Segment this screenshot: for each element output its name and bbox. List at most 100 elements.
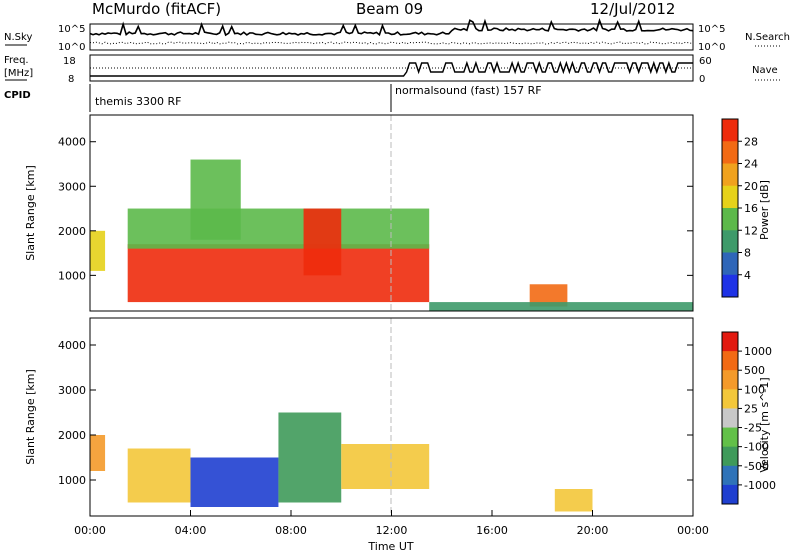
colorbar-tick-label: -100 xyxy=(744,441,769,454)
colorbar-tick-label: 24 xyxy=(744,158,758,171)
colorbar-swatch xyxy=(722,208,738,231)
x-tick-label: 04:00 xyxy=(175,524,207,537)
colorbar-tick-label: 8 xyxy=(744,247,751,260)
power-echo-region-7 xyxy=(429,302,693,311)
colorbar-swatch xyxy=(722,389,738,409)
nave-label: Nave xyxy=(752,65,778,76)
colorbar-tick-label: 25 xyxy=(744,402,758,415)
cpid-segment-2: normalsound (fast) 157 RF xyxy=(395,84,542,97)
velocity-yticks: 1000 2000 3000 4000 xyxy=(58,339,693,487)
colorbar-swatch xyxy=(722,332,738,352)
power-yticks: 1000 2000 3000 4000 xyxy=(58,136,693,282)
nave-tick-low: 0 xyxy=(699,74,705,85)
nsky-label: N.Sky xyxy=(4,32,32,43)
velocity-echo-region-3 xyxy=(278,412,342,503)
colorbar-swatch xyxy=(722,484,738,505)
colorbar-swatch xyxy=(722,141,738,164)
power-colorbar-label: Power [dB] xyxy=(758,180,771,240)
station-title: McMurdo (fitACF) xyxy=(92,0,221,18)
x-tick-label: 00:00 xyxy=(74,524,106,537)
colorbar-swatch xyxy=(722,119,738,142)
freq-strip: Freq. [MHz] 18 8 60 0 Nave xyxy=(4,54,780,85)
freq-tick-low: 8 xyxy=(68,74,74,85)
velocity-colorbar-label: Velocity [m s^-1] xyxy=(758,377,771,472)
x-tick-label: 20:00 xyxy=(577,524,609,537)
mhz-label: [MHz] xyxy=(4,68,33,79)
velocity-xlabel: Time UT xyxy=(367,540,413,553)
velocity-echo-region-4 xyxy=(341,444,430,489)
colorbar-swatch xyxy=(722,163,738,187)
colorbar-swatch xyxy=(722,185,738,209)
y-tick-label: 1000 xyxy=(58,269,86,282)
colorbar-swatch xyxy=(722,370,738,390)
nsearch-trace xyxy=(89,41,694,45)
x-tick-label: 08:00 xyxy=(275,524,307,537)
colorbar-swatch xyxy=(722,274,738,298)
y-tick-label: 4000 xyxy=(58,339,86,352)
velocity-xticks: 00:00 04:00 08:00 12:00 16:00 20:00 00:00 xyxy=(74,510,709,537)
freq-label: Freq. xyxy=(4,55,29,66)
colorbar-tick-label: 20 xyxy=(744,180,758,193)
nsearch-label: N.Search xyxy=(745,32,790,43)
colorbar-tick-label: 4 xyxy=(744,269,751,282)
colorbar-tick-label: 28 xyxy=(744,135,758,148)
power-echo-region-5 xyxy=(303,208,342,276)
colorbar-tick-label: 1000 xyxy=(744,345,772,358)
freq-tick-high: 18 xyxy=(63,56,76,67)
power-echo-region-1 xyxy=(127,244,430,303)
colorbar-swatch xyxy=(722,446,738,467)
velocity-heatmap xyxy=(90,412,593,512)
beam-title: Beam 09 xyxy=(356,0,423,18)
colorbar-frame xyxy=(721,331,739,505)
velocity-echo-region-1 xyxy=(127,448,191,503)
power-echo-region-3 xyxy=(127,208,430,249)
power-colorbar: 4 8 12 16 20 24 28 xyxy=(721,118,758,298)
velocity-echo-region-5 xyxy=(90,435,106,471)
colorbar-tick-label: -1000 xyxy=(744,479,776,492)
power-echo-region-6 xyxy=(529,284,568,307)
noise-tick-left-low: 10^0 xyxy=(58,42,85,53)
y-tick-label: 2000 xyxy=(58,429,86,442)
power-echo-region-4 xyxy=(190,159,241,240)
colorbar-tick-label: -500 xyxy=(744,460,769,473)
cpid-strip: CPID themis 3300 RF normalsound (fast) 1… xyxy=(4,84,542,112)
colorbar-swatch xyxy=(722,230,738,253)
colorbar-tick-label: 16 xyxy=(744,202,758,215)
cpid-label: CPID xyxy=(4,90,31,101)
colorbar-swatch xyxy=(722,427,738,448)
colorbar-swatch xyxy=(722,351,738,371)
velocity-echo-region-6 xyxy=(554,489,593,512)
y-tick-label: 3000 xyxy=(58,384,86,397)
power-ylabel: Slant Range [km] xyxy=(24,165,37,261)
power-echo-region-2 xyxy=(90,230,106,271)
velocity-colorbar: 1000 500 100 25 -25 -100 -500 -1000 xyxy=(721,331,776,505)
y-tick-label: 4000 xyxy=(58,136,86,149)
velocity-ylabel: Slant Range [km] xyxy=(24,369,37,465)
date-title: 12/Jul/2012 xyxy=(590,0,675,18)
colorbar-tick-label: 12 xyxy=(744,224,758,237)
colorbar-swatch xyxy=(722,408,738,429)
x-tick-label: 00:00 xyxy=(677,524,709,537)
velocity-echo-region-2 xyxy=(190,457,279,507)
noise-tick-right-low: 10^0 xyxy=(698,42,725,53)
noise-strip: N.Sky 10^5 10^0 10^5 10^0 N.Search xyxy=(4,18,790,53)
noise-tick-left-high: 10^5 xyxy=(58,24,85,35)
power-heatmap xyxy=(90,159,693,311)
colorbar-tick-label: 100 xyxy=(744,383,765,396)
y-tick-label: 2000 xyxy=(58,225,86,238)
colorbar-tick-label: -25 xyxy=(744,422,762,435)
nave-trace xyxy=(90,60,693,77)
y-tick-label: 3000 xyxy=(58,180,86,193)
nsky-trace xyxy=(89,18,694,37)
colorbar-tick-label: 500 xyxy=(744,364,765,377)
cpid-segment-1: themis 3300 RF xyxy=(95,95,182,108)
y-tick-label: 1000 xyxy=(58,474,86,487)
nave-tick-high: 60 xyxy=(699,56,712,67)
power-panel: Slant Range [km] 1000 2000 3000 4000 4 8 12 16… xyxy=(24,114,771,312)
x-tick-label: 12:00 xyxy=(376,524,408,537)
x-tick-label: 16:00 xyxy=(476,524,508,537)
colorbar-swatch xyxy=(722,252,738,276)
colorbar-swatch xyxy=(722,465,738,486)
